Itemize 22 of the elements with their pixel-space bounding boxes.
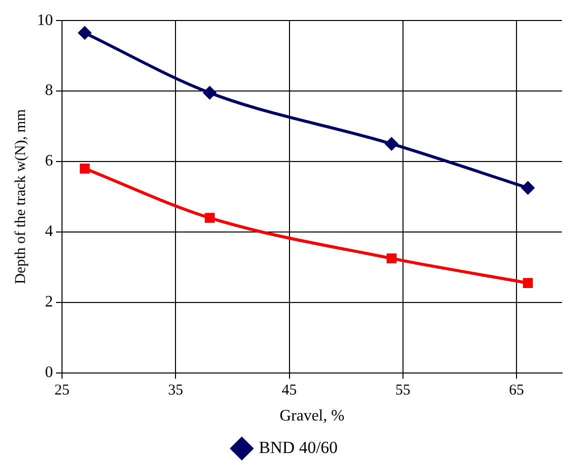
x-tick-label: 35 bbox=[168, 382, 184, 399]
x-tick-label: 45 bbox=[282, 382, 297, 399]
point bbox=[204, 212, 215, 223]
y-tick-label: 0 bbox=[45, 364, 53, 382]
y-tick-label: 10 bbox=[37, 12, 53, 29]
y-tick-label: 2 bbox=[45, 294, 53, 311]
x-tick-label: 55 bbox=[395, 382, 410, 399]
y-tick-label: 6 bbox=[45, 152, 53, 170]
x-axis-title: Gravel, % bbox=[280, 408, 344, 425]
point bbox=[520, 180, 535, 195]
point bbox=[202, 86, 217, 100]
legend-label: BND 40/60 bbox=[258, 438, 338, 457]
x-tick-label: 65 bbox=[509, 382, 524, 399]
y-axis-title: Depth of the track w(N), mm bbox=[12, 108, 29, 284]
point bbox=[78, 26, 92, 40]
x-tick-label: 25 bbox=[54, 382, 70, 399]
point bbox=[522, 278, 533, 288]
point bbox=[384, 136, 399, 151]
point bbox=[80, 164, 90, 174]
y-tick-label: 4 bbox=[45, 223, 53, 240]
y-tick-label: 8 bbox=[45, 82, 53, 100]
point bbox=[386, 253, 396, 264]
